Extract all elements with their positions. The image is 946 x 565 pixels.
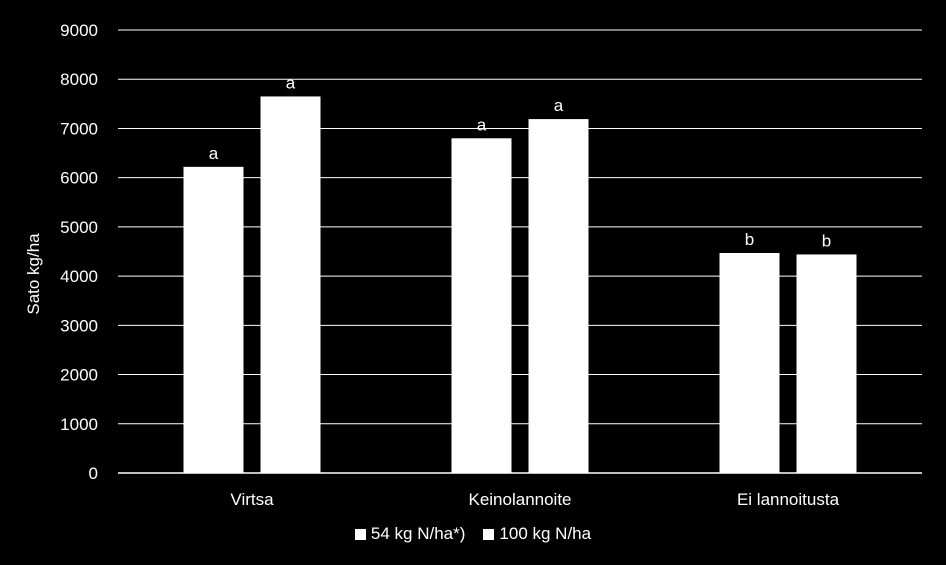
bars: [183, 96, 857, 474]
data-label: a: [477, 115, 487, 134]
y-tick-label: 3000: [60, 316, 98, 335]
data-labels: a a a a b b: [209, 73, 831, 250]
x-tick-label: Keinolannoite: [468, 490, 571, 509]
legend-label: 54 kg N/ha*): [370, 524, 466, 543]
data-label: a: [209, 144, 219, 163]
legend-item-54: 54 kg N/ha*): [354, 524, 466, 544]
x-tick-label: Ei lannoitusta: [737, 490, 840, 509]
legend-label: 100 kg N/ha: [499, 524, 592, 543]
x-axis-ticks: Virtsa Keinolannoite Ei lannoitusta: [230, 490, 839, 509]
y-tick-label: 7000: [60, 119, 98, 138]
gridlines: [118, 29, 922, 474]
y-tick-label: 5000: [60, 218, 98, 237]
data-label: a: [286, 73, 296, 92]
y-tick-label: 6000: [60, 169, 98, 188]
bar-2-2: [528, 119, 589, 473]
y-tick-label: 0: [89, 464, 98, 483]
legend-item-100: 100 kg N/ha: [483, 524, 591, 544]
y-tick-label: 4000: [60, 267, 98, 286]
y-tick-label: 8000: [60, 70, 98, 89]
data-label: a: [554, 96, 564, 115]
bar-1-1: [183, 166, 244, 474]
y-tick-label: 9000: [60, 21, 98, 40]
bar-1-3: [719, 252, 780, 473]
legend-swatch: [483, 528, 495, 540]
y-tick-label: 1000: [60, 415, 98, 434]
data-label: b: [822, 231, 831, 250]
y-axis-label: Sato kg/ha: [24, 233, 43, 315]
y-axis-ticks: 0 1000 2000 3000 4000 5000 6000 7000 8000 9000: [60, 21, 98, 483]
bar-2-3: [796, 254, 857, 473]
bar-2-1: [260, 96, 321, 473]
x-tick-label: Virtsa: [230, 490, 274, 509]
legend-swatch: [354, 528, 366, 540]
data-label: b: [745, 230, 754, 249]
y-tick-label: 2000: [60, 366, 98, 385]
legend: 54 kg N/ha*) 100 kg N/ha: [0, 524, 946, 544]
bar-1-2: [451, 138, 512, 474]
